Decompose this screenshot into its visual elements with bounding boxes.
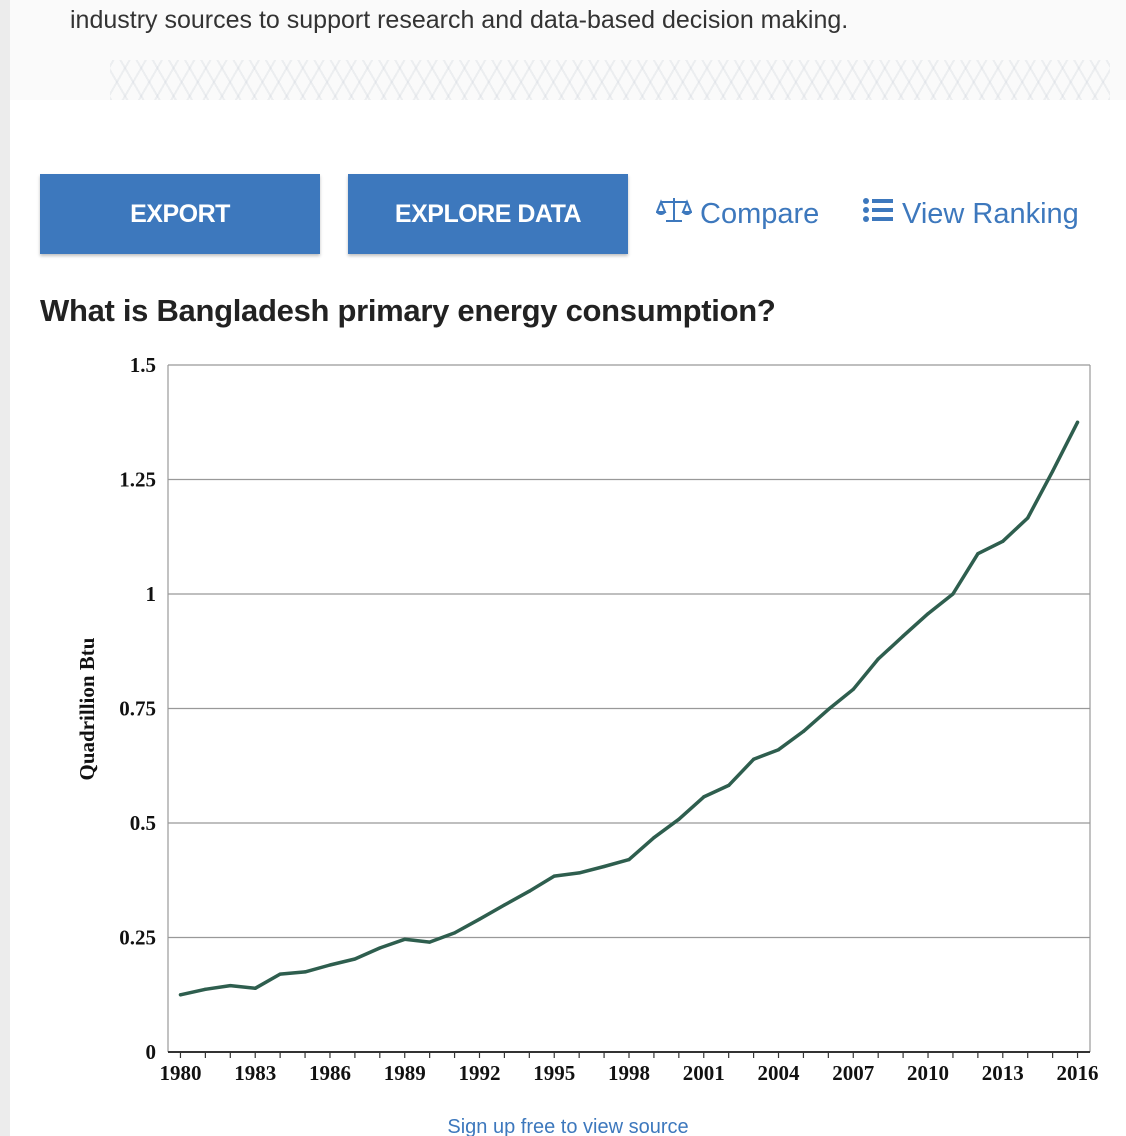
data-point [776, 748, 781, 752]
label-layer: Quadrillion Btu 0 0.25 0.5 0.75 1 1.25 1.5 1980… [75, 353, 1099, 1085]
data-point [751, 757, 756, 761]
view-ranking-label: View Ranking [902, 197, 1079, 230]
y-tick-label: 0.25 [119, 926, 156, 950]
y-tick-label: 0.5 [130, 811, 156, 835]
data-point [876, 657, 880, 661]
data-point [428, 940, 432, 944]
data-point [677, 817, 681, 821]
hero-banner: industry sources to support research and… [10, 0, 1126, 100]
view-source-link[interactable]: Sign up free to view source [447, 1116, 689, 1136]
data-point [353, 957, 357, 961]
data-point [577, 871, 581, 875]
data-point [278, 972, 282, 976]
compare-label: Compare [700, 197, 820, 230]
data-point [178, 993, 183, 997]
x-tick-label: 1995 [533, 1061, 575, 1085]
data-point [1051, 469, 1055, 473]
data-point [477, 917, 482, 921]
x-tick-label: 2004 [758, 1061, 801, 1085]
data-point [801, 729, 806, 734]
data-point [303, 970, 307, 974]
data-point [727, 783, 731, 788]
grid-layer [168, 364, 1090, 1053]
data-point [403, 937, 407, 941]
data-point [502, 903, 507, 907]
data-point [976, 552, 980, 556]
data-point [1075, 420, 1080, 424]
data-point [627, 858, 631, 862]
data-point [702, 795, 706, 799]
data-point [203, 987, 207, 991]
data-point [1001, 539, 1005, 543]
x-tick-label: 2007 [832, 1061, 874, 1085]
chart-title: What is Bangladesh primary energy consum… [40, 293, 776, 328]
data-point [901, 634, 905, 638]
compare-link[interactable]: Compare [655, 192, 820, 236]
hero-pattern [110, 60, 1110, 100]
y-axis-label: Quadrillion Btu [75, 637, 99, 780]
x-tick-label: 2010 [907, 1061, 949, 1085]
axis-layer [167, 365, 1091, 1058]
scale-icon [655, 195, 700, 233]
y-tick-label: 0.75 [119, 697, 156, 721]
data-point [328, 963, 332, 967]
x-tick-label: 1998 [608, 1061, 650, 1085]
y-tick-label: 0 [146, 1040, 157, 1064]
data-point [253, 986, 257, 990]
y-tick-label: 1.5 [130, 353, 156, 377]
data-point [452, 931, 457, 935]
x-tick-label: 1983 [234, 1061, 276, 1085]
data-point [527, 889, 531, 893]
data-point [1026, 516, 1030, 520]
data-point [826, 707, 830, 712]
data-point [951, 592, 955, 596]
x-tick-label: 2013 [982, 1061, 1024, 1085]
data-point [652, 836, 656, 840]
export-button[interactable]: EXPORT [40, 174, 320, 254]
data-point [851, 687, 855, 691]
data-point [602, 864, 606, 869]
line-chart: Quadrillion Btu 0 0.25 0.5 0.75 1 1.25 1.5 1980… [75, 353, 1099, 1085]
view-ranking-link[interactable]: View Ranking [862, 192, 1079, 236]
x-tick-label: 1992 [458, 1061, 500, 1085]
x-tick-label: 1986 [309, 1061, 351, 1085]
hero-description: industry sources to support research and… [70, 6, 849, 34]
x-tick-label: 1989 [384, 1061, 426, 1085]
data-point [926, 612, 930, 616]
x-tick-label: 2001 [683, 1061, 725, 1085]
x-tick-label: 1980 [159, 1061, 201, 1085]
data-point [228, 983, 232, 988]
list-icon [862, 196, 902, 232]
explore-data-button[interactable]: EXPLORE DATA [348, 174, 628, 254]
x-tick-label: 2016 [1057, 1061, 1099, 1085]
series-layer [178, 420, 1080, 997]
y-tick-label: 1.25 [119, 468, 156, 492]
data-point [378, 946, 382, 950]
data-point [552, 874, 556, 878]
y-tick-label: 1 [146, 582, 157, 606]
